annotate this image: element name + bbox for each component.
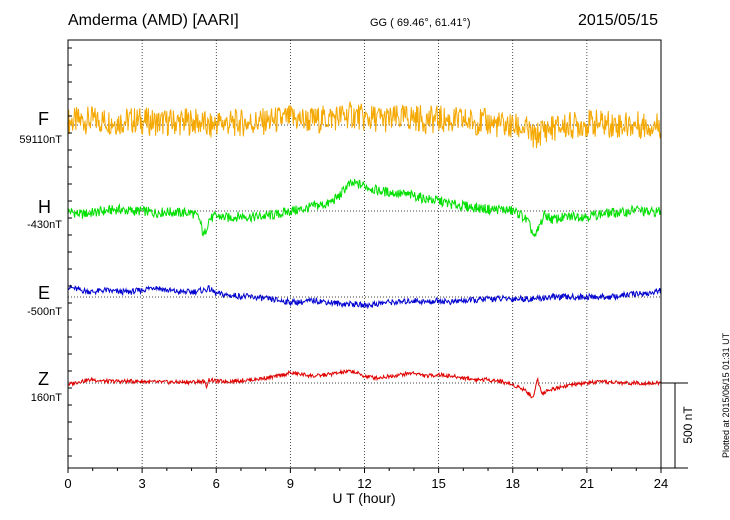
baseline-label-z: 160nT	[30, 392, 62, 404]
x-tick-label: 18	[506, 476, 520, 491]
traces	[67, 101, 662, 399]
x-tick-label: 0	[64, 476, 71, 491]
component-label-h: H	[38, 197, 51, 217]
x-tick-labels: 0 3 6 9 12 15 18 21 24	[64, 476, 668, 491]
baseline-label-f: 59110nT	[19, 134, 62, 146]
geographic-coordinates: GG ( 69.46°, 61.41°)	[370, 17, 471, 29]
trace-h	[67, 178, 662, 238]
component-label-f: F	[38, 109, 49, 129]
trace-f	[67, 101, 662, 149]
x-tick-label: 12	[357, 476, 371, 491]
component-label-e: E	[38, 283, 51, 303]
x-tick-label: 15	[431, 476, 445, 491]
trace-e	[67, 284, 662, 310]
x-tick-label: 9	[287, 476, 294, 491]
x-tick-label: 24	[654, 476, 668, 491]
baseline-label-h: -430nT	[27, 219, 62, 231]
component-label-z: Z	[38, 369, 49, 389]
scale-bar: 500 nT	[661, 382, 695, 469]
station-title: Amderma (AMD) [AARI]	[68, 12, 239, 29]
grid	[141, 40, 588, 468]
x-tick-label: 21	[580, 476, 594, 491]
trace-z	[67, 368, 662, 399]
scale-bar-label: 500 nT	[681, 406, 695, 444]
tick-marks	[67, 47, 662, 473]
x-axis-label: U T (hour)	[332, 490, 395, 506]
plot-date: 2015/05/15	[578, 12, 659, 29]
x-tick-label: 3	[139, 476, 146, 491]
x-tick-label: 6	[213, 476, 220, 491]
baseline-label-e: -500nT	[27, 306, 62, 318]
